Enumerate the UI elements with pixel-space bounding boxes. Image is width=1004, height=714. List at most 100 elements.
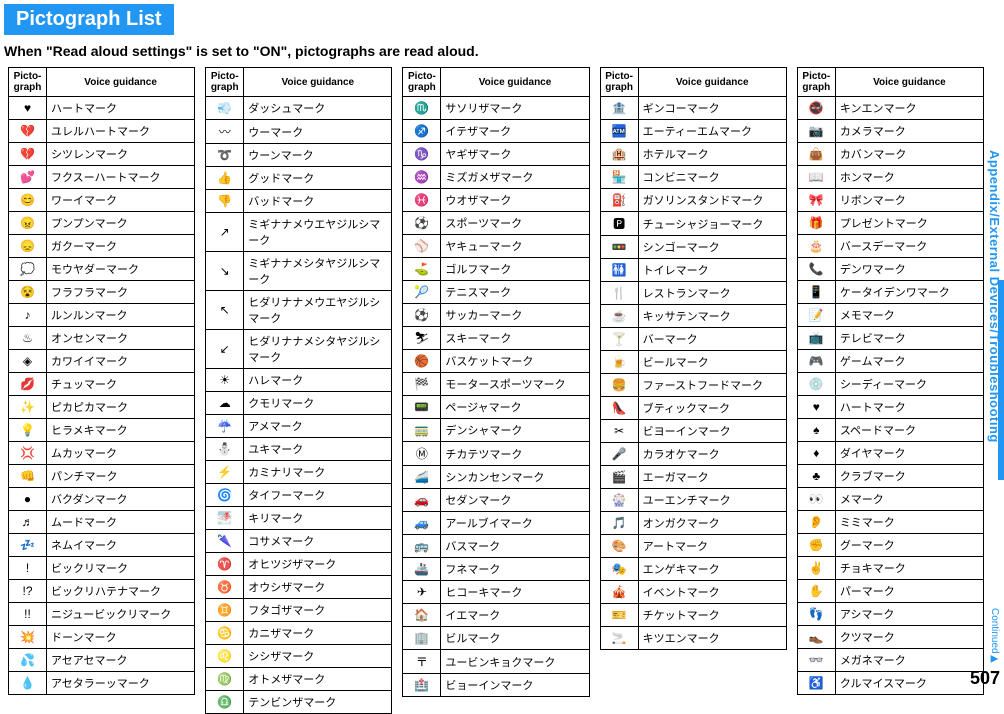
pictograph-icon: 👞 — [797, 626, 835, 649]
pictograph-icon: ↘ — [206, 252, 244, 291]
pictograph-icon: ☁ — [206, 392, 244, 415]
voice-guidance-text: イエマーク — [441, 604, 589, 627]
voice-guidance-text: ユービンキョクマーク — [441, 650, 589, 674]
voice-guidance-text: ユーエンチマーク — [638, 489, 786, 512]
table-row: ✈ヒコーキマーク — [403, 581, 589, 604]
pictograph-icon: 🎪 — [600, 581, 638, 604]
pictograph-icon: 🏠 — [403, 604, 441, 627]
table-row: ♦ダイヤマーク — [797, 442, 983, 465]
header-picto: Picto- graph — [600, 68, 638, 97]
voice-guidance-text: ダッシュマーク — [244, 97, 392, 120]
page-number: 507 — [970, 668, 1000, 689]
voice-guidance-text: コサメマーク — [244, 530, 392, 553]
picto-table-5: Picto- graphVoice guidance🚭キンエンマーク📷カメラマー… — [797, 67, 984, 695]
voice-guidance-text: ハレマーク — [244, 369, 392, 392]
table-row: 🚻トイレマーク — [600, 259, 786, 282]
table-row: 📞デンワマーク — [797, 258, 983, 281]
pictograph-icon: ✂ — [600, 420, 638, 443]
table-row: 🚄シンカンセンマーク — [403, 466, 589, 489]
voice-guidance-text: ガクーマーク — [47, 235, 195, 258]
voice-guidance-text: デンワマーク — [835, 258, 983, 281]
table-row: ⚡カミナリマーク — [206, 461, 392, 484]
table-row: 🌀タイフーマーク — [206, 484, 392, 507]
voice-guidance-text: フタゴザマーク — [244, 599, 392, 622]
pictograph-icon: 🍴 — [600, 282, 638, 305]
voice-guidance-text: バッドマーク — [244, 190, 392, 213]
table-row: ⛽ガソリンスタンドマーク — [600, 189, 786, 212]
header-picto: Picto- graph — [797, 68, 835, 97]
pictograph-icon: ♐ — [403, 120, 441, 143]
table-row: 📷カメラマーク — [797, 120, 983, 143]
table-row: 🎬エーガマーク — [600, 466, 786, 489]
voice-guidance-text: メマーク — [835, 488, 983, 511]
table-row: ↖ヒダリナナメウエヤジルシマーク — [206, 291, 392, 330]
voice-guidance-text: オウシザマーク — [244, 576, 392, 599]
voice-guidance-text: ミズガメザマーク — [441, 166, 589, 189]
pictograph-icon: 🏁 — [403, 373, 441, 396]
pictograph-icon: 💔 — [9, 143, 47, 166]
pictograph-icon: 🎾 — [403, 281, 441, 304]
voice-guidance-text: プレゼントマーク — [835, 212, 983, 235]
table-row: 🏠イエマーク — [403, 604, 589, 627]
voice-guidance-text: エーティーエムマーク — [638, 120, 786, 143]
voice-guidance-text: チョキマーク — [835, 557, 983, 580]
table-row: 😞ガクーマーク — [9, 235, 195, 258]
table-row: 🏪コンビニマーク — [600, 166, 786, 189]
table-row: 📱ケータイデンワマーク — [797, 281, 983, 304]
table-row: 👂ミミマーク — [797, 511, 983, 534]
voice-guidance-text: ワーイマーク — [47, 189, 195, 212]
table-row: ⛷スキーマーク — [403, 327, 589, 350]
pictograph-icon: 🍸 — [600, 328, 638, 351]
pictograph-icon: ♈ — [206, 553, 244, 576]
table-row: ⚾ヤキューマーク — [403, 235, 589, 258]
table-row: 📺テレビマーク — [797, 327, 983, 350]
voice-guidance-text: チカテツマーク — [441, 442, 589, 466]
table-row: 💭モウヤダーマーク — [9, 258, 195, 281]
table-row: 👊パンチマーク — [9, 465, 195, 488]
voice-guidance-text: ユキマーク — [244, 438, 392, 461]
pictograph-icon: 💿 — [797, 373, 835, 396]
pictograph-icon: ↙ — [206, 330, 244, 369]
pictograph-icon: 🏥 — [403, 674, 441, 697]
voice-guidance-text: カニザマーク — [244, 622, 392, 645]
voice-guidance-text: シンカンセンマーク — [441, 466, 589, 489]
table-row: ♋カニザマーク — [206, 622, 392, 645]
voice-guidance-text: グッドマーク — [244, 167, 392, 190]
voice-guidance-text: ケータイデンワマーク — [835, 281, 983, 304]
voice-guidance-text: ビョーインマーク — [441, 674, 589, 697]
pictograph-icon: 🎫 — [600, 604, 638, 627]
pictograph-icon: !! — [9, 603, 47, 626]
pictograph-icon: 📱 — [797, 281, 835, 304]
table-row: Ⓜチカテツマーク — [403, 442, 589, 466]
pictograph-icon: Ⓜ — [403, 442, 441, 466]
pictograph-icon: ● — [9, 488, 47, 511]
voice-guidance-text: プンプンマーク — [47, 212, 195, 235]
pictograph-icon: 🏪 — [600, 166, 638, 189]
voice-guidance-text: トイレマーク — [638, 259, 786, 282]
table-row: 💡ヒラメキマーク — [9, 419, 195, 442]
table-row: ♑ヤギザマーク — [403, 143, 589, 166]
table-row: 💕フクスーハートマーク — [9, 166, 195, 189]
table-row: !?ビックリハテナマーク — [9, 580, 195, 603]
pictograph-icon: ⛳ — [403, 258, 441, 281]
table-row: 🍺ビールマーク — [600, 351, 786, 374]
table-row: 💦アセアセマーク — [9, 649, 195, 672]
voice-guidance-text: バスマーク — [441, 535, 589, 558]
pictograph-icon: ♍ — [206, 668, 244, 691]
table-row: 🚬キツエンマーク — [600, 627, 786, 650]
voice-guidance-text: ピカピカマーク — [47, 396, 195, 419]
pictograph-icon: 🌁 — [206, 507, 244, 530]
table-row: 💤ネムイマーク — [9, 534, 195, 557]
subtitle: When "Read aloud settings" is set to "ON… — [4, 43, 1004, 59]
pictograph-icon: 😊 — [9, 189, 47, 212]
header-picto: Picto- graph — [403, 68, 441, 97]
table-row: 👣アシマーク — [797, 603, 983, 626]
pictograph-icon: ✈ — [403, 581, 441, 604]
table-row: 💨ダッシュマーク — [206, 97, 392, 120]
table-row: 🚙アールブイマーク — [403, 512, 589, 535]
table-row: ⛳ゴルフマーク — [403, 258, 589, 281]
voice-guidance-text: ウーマーク — [244, 120, 392, 144]
table-row: ☕キッサテンマーク — [600, 305, 786, 328]
pictograph-icon: ♉ — [206, 576, 244, 599]
table-row: 🏢ビルマーク — [403, 627, 589, 650]
